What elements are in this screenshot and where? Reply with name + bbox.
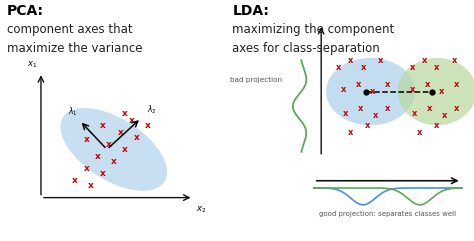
Text: $\lambda_1$: $\lambda_1$ — [68, 106, 78, 118]
Text: x: x — [385, 80, 391, 89]
Ellipse shape — [398, 58, 474, 125]
Text: x: x — [422, 56, 428, 65]
Text: x: x — [83, 164, 89, 173]
Text: x: x — [365, 121, 371, 130]
Text: x: x — [343, 109, 348, 118]
Text: x: x — [360, 63, 366, 72]
Text: x: x — [111, 157, 117, 166]
Text: x: x — [412, 109, 418, 118]
Text: $\lambda_2$: $\lambda_2$ — [147, 103, 156, 116]
Text: x: x — [336, 63, 341, 72]
Text: x: x — [348, 56, 354, 65]
Text: x: x — [83, 135, 89, 144]
Text: x: x — [410, 85, 415, 94]
Text: x: x — [356, 80, 361, 89]
Text: x: x — [72, 176, 78, 185]
Text: PCA:: PCA: — [7, 4, 44, 18]
Text: $x_2$: $x_2$ — [196, 205, 206, 215]
Text: good projection: separates classes well: good projection: separates classes well — [319, 211, 456, 217]
Text: x: x — [417, 128, 422, 137]
Text: x: x — [122, 109, 128, 118]
Text: x: x — [129, 116, 135, 125]
Text: x: x — [385, 104, 391, 113]
Text: x: x — [378, 56, 383, 65]
Text: x: x — [434, 63, 440, 72]
Text: LDA:: LDA: — [232, 4, 269, 18]
Text: x: x — [442, 111, 447, 120]
Text: x: x — [145, 121, 151, 130]
Text: bad projection: bad projection — [230, 77, 282, 83]
Text: maximize the variance: maximize the variance — [7, 42, 142, 55]
Text: x: x — [370, 87, 375, 96]
Ellipse shape — [61, 108, 167, 191]
Text: x: x — [427, 104, 432, 113]
Ellipse shape — [326, 58, 415, 125]
Text: x: x — [425, 80, 430, 89]
Text: x: x — [454, 104, 459, 113]
Text: x: x — [434, 121, 440, 130]
Text: $x_1$: $x_1$ — [27, 59, 37, 70]
Text: x: x — [134, 133, 139, 142]
Text: axes for class-separation: axes for class-separation — [232, 42, 380, 55]
Text: x: x — [106, 140, 112, 149]
Text: x: x — [452, 56, 457, 65]
Text: x: x — [118, 128, 123, 137]
Text: x: x — [454, 80, 459, 89]
Text: maximizing the component: maximizing the component — [232, 23, 395, 36]
Text: x: x — [95, 152, 100, 161]
Text: x: x — [100, 169, 105, 178]
Text: x: x — [358, 104, 363, 113]
Text: x: x — [410, 63, 415, 72]
Text: x: x — [122, 145, 128, 154]
Text: x: x — [348, 128, 354, 137]
Text: x: x — [341, 85, 346, 94]
Text: x: x — [439, 87, 445, 96]
Text: x: x — [88, 181, 94, 190]
Text: x: x — [100, 121, 105, 130]
Text: x: x — [373, 111, 378, 120]
Text: component axes that: component axes that — [7, 23, 132, 36]
